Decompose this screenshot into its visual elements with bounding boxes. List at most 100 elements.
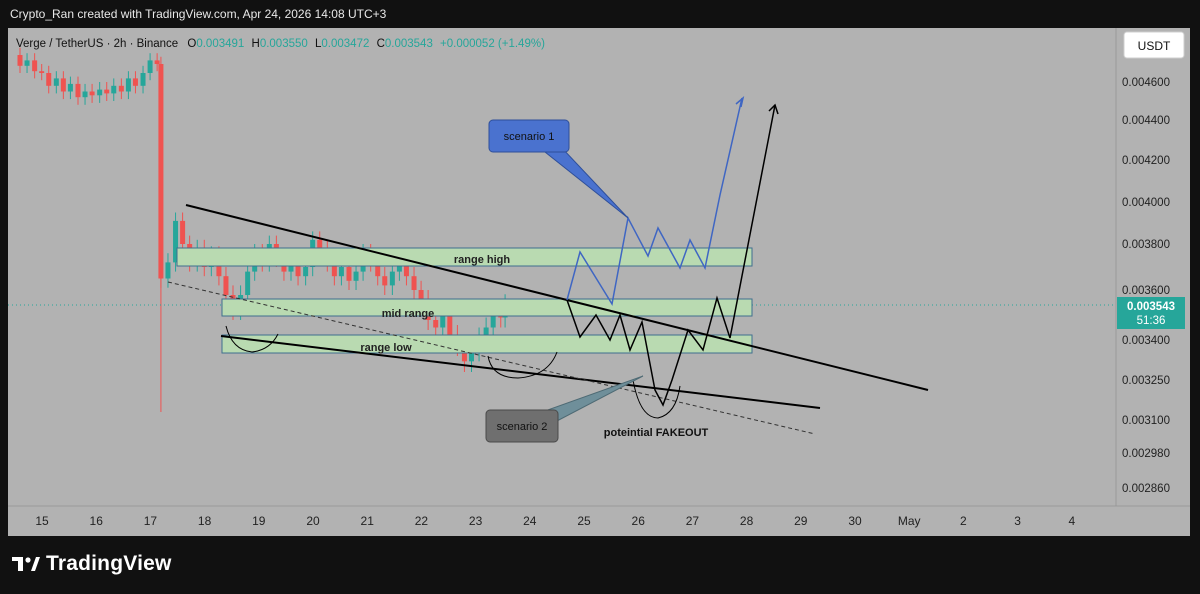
open-label: O — [187, 38, 196, 50]
descending-support-trendline[interactable] — [220, 335, 821, 409]
time-tick-label: 18 — [198, 514, 212, 528]
candle-body — [154, 60, 160, 64]
candle-body — [447, 315, 453, 335]
price-tick-label: 0.004400 — [1122, 115, 1170, 127]
time-tick-label: 19 — [252, 514, 266, 528]
candle-body — [180, 220, 186, 244]
last-price-badge: 0.003543 51:36 — [1117, 297, 1185, 329]
tradingview-brand-name: TradingView — [46, 552, 172, 575]
candle-body — [245, 271, 251, 295]
range-high-zone — [176, 247, 753, 267]
dashed-trendline[interactable] — [167, 281, 816, 435]
candle-body — [440, 315, 446, 328]
range-zones: range high mid range range low — [176, 247, 753, 354]
time-tick-label: 29 — [794, 514, 808, 528]
open-value: 0.003491 — [196, 38, 244, 50]
time-tick-label: 2 — [960, 514, 967, 528]
candle-body — [375, 262, 381, 277]
candle-body — [411, 276, 417, 290]
time-tick-label: 16 — [90, 514, 104, 528]
candle-body — [223, 276, 229, 295]
candle-body — [125, 78, 131, 92]
candle-body — [338, 267, 344, 277]
scenario-2-label: scenario 2 — [497, 421, 548, 433]
candle-body — [295, 262, 301, 277]
price-tick-label: 0.003800 — [1122, 239, 1170, 251]
tradingview-logo: TradingView — [12, 552, 172, 576]
price-tick-label: 0.003600 — [1122, 285, 1170, 297]
price-axis[interactable]: 0.004600 0.004400 0.004200 0.004000 0.003800… — [1122, 77, 1170, 495]
candle-body — [75, 83, 81, 98]
time-tick-label: 4 — [1068, 514, 1075, 528]
candle-body — [353, 271, 359, 281]
time-tick-label: 24 — [523, 514, 537, 528]
scenario-1-callout[interactable]: scenario 1 — [488, 119, 629, 219]
time-tick-label: 23 — [469, 514, 483, 528]
candle-body — [288, 262, 294, 272]
candle-body — [60, 78, 66, 92]
scenario-1-box — [488, 119, 570, 153]
last-price-badge-bg — [1117, 297, 1185, 329]
created-by-caption: Crypto_Ran created with TradingView.com,… — [10, 7, 387, 21]
range-high-label: range high — [454, 254, 511, 266]
change-value: +0.000052 (+1.49%) — [440, 38, 545, 50]
descending-resistance-trendline[interactable] — [185, 204, 929, 391]
range-low-zone — [221, 334, 753, 354]
candle-body — [104, 89, 110, 94]
candle-body — [17, 55, 23, 66]
candle-body — [331, 262, 337, 277]
scenario-1-arrowhead — [735, 95, 745, 108]
candle-body — [165, 262, 171, 279]
mid-range-zone — [221, 298, 753, 317]
candle-body — [173, 220, 179, 263]
candle-body — [468, 350, 474, 362]
candle-body — [132, 78, 138, 86]
scenario-1-path[interactable] — [566, 97, 743, 307]
candle-body — [303, 267, 309, 277]
fakeout-label: poteintial FAKEOUT — [604, 427, 709, 439]
last-price-value: 0.003543 — [1127, 301, 1175, 313]
price-tick-label: 0.003400 — [1122, 335, 1170, 347]
candle-body — [389, 271, 395, 286]
candle-body — [67, 83, 73, 92]
currency-button-label[interactable]: USDT — [1138, 39, 1171, 53]
countdown-value: 51:36 — [1137, 315, 1166, 327]
scenario-2-path[interactable] — [566, 104, 776, 407]
time-tick-label: 20 — [306, 514, 320, 528]
scenario-2-arrowhead — [768, 103, 779, 115]
close-value: 0.003543 — [385, 38, 433, 50]
time-axis[interactable]: 15 16 17 18 19 20 21 22 23 24 25 26 27 28 29 30 May 2 3 4 — [35, 514, 1075, 528]
candle-body — [382, 276, 388, 286]
low-label: L — [315, 38, 322, 50]
candle-body — [39, 71, 45, 73]
candle-body — [346, 267, 352, 281]
tradingview-logo-icon — [12, 557, 40, 571]
time-tick-label: 22 — [415, 514, 429, 528]
candle-body — [140, 73, 146, 86]
symbol-legend: Verge / TetherUS · 2h · Binance O0.00349… — [16, 38, 545, 50]
price-tick-label: 0.004200 — [1122, 155, 1170, 167]
candle-body — [24, 60, 30, 66]
price-tick-label: 0.002980 — [1122, 448, 1170, 460]
currency-button[interactable]: USDT — [1123, 31, 1185, 59]
symbol-name: Verge / TetherUS · 2h · Binance — [16, 38, 178, 50]
time-tick-label: 28 — [740, 514, 754, 528]
candle-body — [317, 239, 323, 249]
scenario-2-callout[interactable]: scenario 2 — [485, 375, 644, 443]
candle-body — [396, 262, 402, 272]
candle-body — [118, 85, 124, 92]
candle-body — [32, 60, 38, 72]
candle-body — [89, 91, 95, 96]
left-base-curve — [225, 325, 279, 353]
candle-body — [483, 327, 489, 338]
low-value: 0.003472 — [321, 38, 369, 50]
candle-body — [433, 320, 439, 328]
candle-body — [97, 89, 103, 96]
price-tick-label: 0.004000 — [1122, 197, 1170, 209]
currency-button-bg[interactable] — [1123, 31, 1185, 59]
scenario-2-box — [485, 409, 559, 443]
time-tick-label: 15 — [35, 514, 49, 528]
range-low-label: range low — [360, 342, 412, 354]
time-tick-label: 25 — [577, 514, 591, 528]
